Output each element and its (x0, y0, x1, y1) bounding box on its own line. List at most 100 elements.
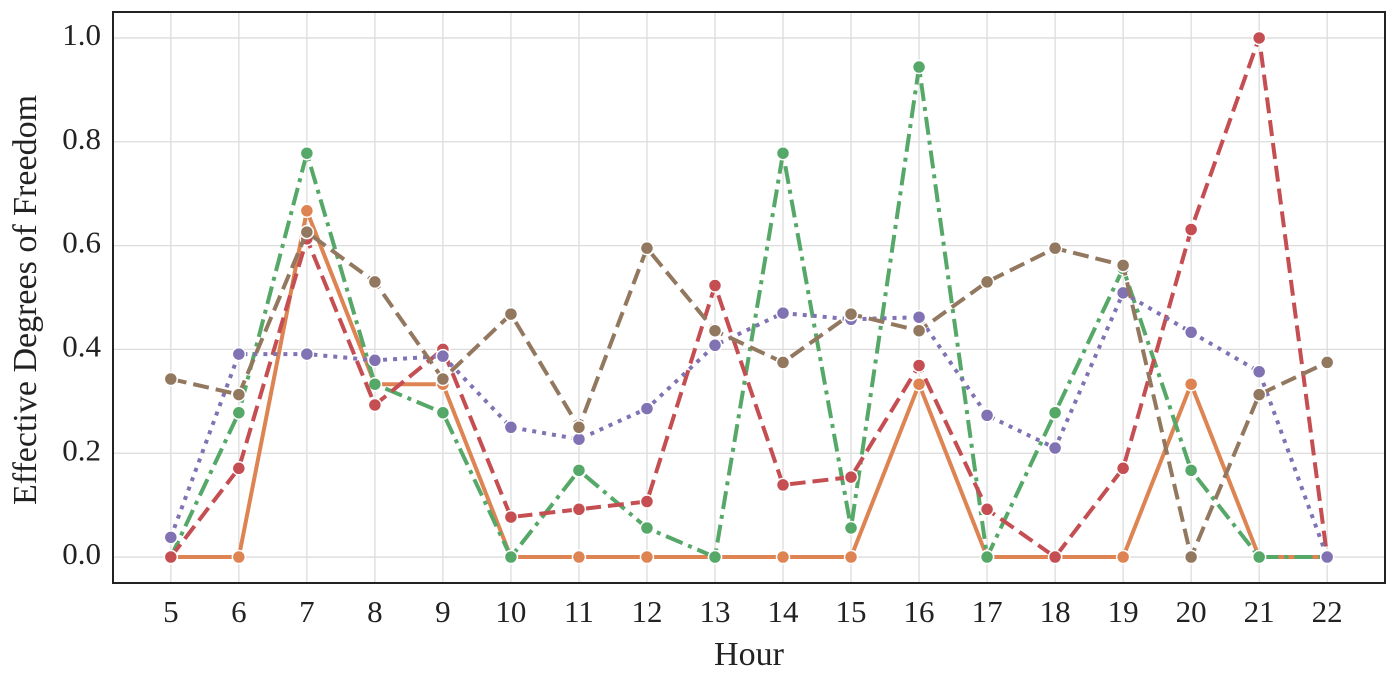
point (231, 387, 247, 402)
y-tick-label: 0.8 (62, 121, 101, 156)
x-tick-label: 18 (1040, 594, 1071, 629)
point (1047, 405, 1063, 420)
point (1251, 30, 1267, 46)
x-tick-label: 22 (1312, 594, 1343, 629)
point (1183, 549, 1199, 565)
y-tick-label: 0.4 (62, 329, 101, 364)
point (775, 145, 791, 161)
x-tick-label: 19 (1108, 594, 1139, 629)
x-tick-label: 9 (435, 594, 451, 629)
y-axis-label: Effective Degrees of Freedom (7, 95, 44, 505)
point (911, 376, 927, 392)
point (435, 405, 451, 420)
series-line (170, 208, 1328, 560)
point (231, 346, 247, 362)
x-tick-label: 15 (836, 594, 867, 629)
point (1251, 387, 1267, 402)
point (707, 338, 723, 353)
point (843, 469, 859, 485)
point (1183, 376, 1199, 392)
y-tick-label: 0.0 (62, 536, 101, 571)
series-line (169, 35, 1330, 560)
point (1319, 549, 1335, 565)
point (1115, 549, 1131, 565)
point (1115, 461, 1131, 476)
x-tick-label: 5 (163, 594, 179, 629)
x-tick-label: 21 (1244, 594, 1275, 629)
point (231, 461, 247, 476)
point (299, 224, 315, 240)
point (979, 408, 995, 423)
point (979, 274, 995, 290)
point (639, 520, 655, 536)
point (367, 397, 383, 413)
point (1183, 325, 1199, 340)
x-tick-label: 10 (495, 594, 526, 629)
point (163, 530, 179, 545)
y-tick-label: 0.6 (62, 225, 101, 260)
point (979, 549, 995, 565)
x-tick-label: 16 (904, 594, 935, 629)
x-tick-label: 12 (631, 594, 662, 629)
point (367, 274, 383, 290)
point (1183, 222, 1199, 237)
point (911, 323, 927, 338)
point (231, 549, 247, 565)
point (979, 502, 995, 517)
point (639, 240, 655, 256)
point (231, 405, 247, 420)
point (503, 549, 519, 565)
point (1251, 549, 1267, 565)
point (299, 145, 315, 161)
point (639, 549, 655, 565)
point (1047, 440, 1063, 456)
point (1115, 258, 1131, 273)
point (299, 346, 315, 362)
point (435, 348, 451, 364)
point (775, 477, 791, 493)
x-tick-label: 13 (699, 594, 730, 629)
point (299, 203, 315, 219)
x-tick-label: 20 (1176, 594, 1207, 629)
point (571, 549, 587, 565)
series-line (170, 230, 1329, 560)
point (1251, 364, 1267, 379)
point (1047, 240, 1063, 256)
point (503, 420, 519, 435)
point (843, 520, 859, 536)
point (163, 371, 179, 387)
point (707, 278, 723, 293)
series-line (168, 290, 1330, 558)
point (639, 401, 655, 416)
point (503, 509, 519, 525)
point (911, 309, 927, 325)
point (639, 494, 655, 509)
x-axis-label: Hour (714, 636, 785, 673)
point (775, 549, 791, 565)
x-tick-label: 11 (564, 594, 594, 629)
series-line (169, 65, 1328, 560)
point (843, 306, 859, 322)
point (843, 549, 859, 565)
point (775, 355, 791, 370)
point (775, 305, 791, 321)
x-tick-label: 17 (972, 594, 1003, 629)
point (571, 463, 587, 478)
point (911, 358, 927, 373)
point (571, 420, 587, 435)
point (435, 371, 451, 387)
point (1047, 549, 1063, 565)
y-tick-label: 0.2 (62, 432, 101, 467)
y-tick-label: 1.0 (62, 17, 101, 52)
x-tick-label: 8 (367, 594, 383, 629)
point (163, 549, 179, 565)
point (707, 323, 723, 338)
point (503, 306, 519, 322)
point (1319, 355, 1335, 370)
point (911, 59, 927, 75)
x-tick-label: 6 (231, 594, 247, 629)
plot-frame (112, 11, 1386, 584)
x-tick-label: 14 (768, 594, 800, 629)
x-tick-label: 7 (299, 594, 315, 629)
